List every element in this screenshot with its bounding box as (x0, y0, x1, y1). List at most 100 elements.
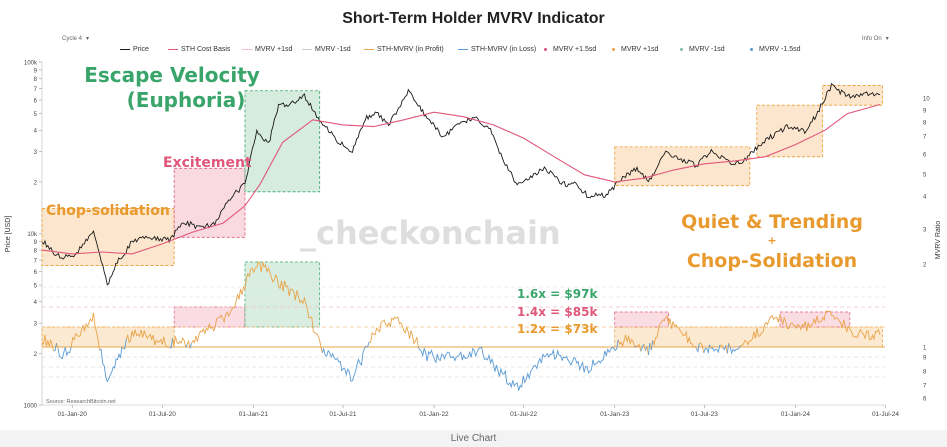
legend-label: MVRV +1sd (621, 46, 659, 53)
level-label-1-6x: 1.6x = $97k (517, 287, 598, 301)
legend-label: STH-MVRV (in Loss) (471, 46, 537, 53)
y2-tick-label: 9 (923, 109, 927, 115)
y-tick-label: 100k (24, 61, 38, 67)
legend-label: Price (133, 46, 149, 53)
live-chart-label[interactable]: Live Chart (450, 433, 497, 444)
legend-label: MVRV +1.5sd (553, 46, 597, 53)
cycle-select-value: Cycle 4 (62, 36, 83, 42)
y-tick-label: 9 (34, 240, 38, 246)
y-tick-label: 9 (34, 68, 38, 74)
sth-mvrv-loss-line (321, 345, 367, 382)
level-label-1-2x: 1.2x = $73k (517, 322, 598, 336)
sth-mvrv-loss-line (185, 344, 188, 348)
legend-item[interactable]: MVRV -1.5sd (750, 46, 801, 53)
sth-mvrv-profit-line (41, 334, 55, 352)
sth-mvrv-loss-line (367, 341, 370, 348)
x-tick-label: 01-Jul-20 (149, 411, 176, 418)
legend-item[interactable]: MVRV +1sd (612, 46, 658, 53)
legend-item[interactable]: STH Cost Basis (168, 46, 230, 53)
sth-mvrv-loss-line (703, 344, 711, 355)
x-tick-label: 01-Jan-24 (781, 411, 811, 418)
sth-mvrv-loss-line (650, 340, 654, 351)
x-tick-label: 01-Jul-22 (510, 411, 537, 418)
y-tick-label: 2 (34, 352, 38, 358)
legend-item[interactable]: MVRV -1sd (680, 46, 725, 53)
sth-mvrv-loss-line (647, 343, 651, 356)
regime-band (756, 104, 824, 158)
regime-band (173, 167, 246, 238)
sth-mvrv-profit-line (652, 314, 697, 349)
y-tick-label: 6 (34, 270, 38, 276)
legend-swatch (458, 48, 468, 50)
legend-item[interactable]: MVRV -1sd (302, 46, 351, 53)
y-tick-label: 4 (34, 129, 38, 135)
mvrv-chart: 10002345678910k23456789100k4567891023678… (5, 61, 942, 419)
y-tick-label: 1000 (24, 404, 38, 410)
x-tick-label: 01-Jan-21 (239, 411, 269, 418)
regime-band (244, 90, 321, 193)
y2-tick-label: 9 (923, 356, 927, 362)
y2-tick-label: 7 (923, 384, 927, 390)
y-tick-label: 6 (34, 99, 38, 105)
x-tick-label: 01-Jan-22 (419, 411, 449, 418)
y2-tick-label: 10 (923, 97, 930, 103)
sth-mvrv-profit-line (636, 343, 642, 352)
y-tick-label: 10k (27, 232, 38, 238)
legend-item[interactable]: MVRV +1sd (242, 46, 292, 53)
legend-label: STH Cost Basis (181, 46, 231, 53)
sth-mvrv-profit-line (172, 336, 187, 348)
y-axis-title: Price [USD] (5, 216, 12, 253)
info-toggle-value: Info On (862, 36, 882, 42)
sth-mvrv-loss-line (729, 345, 741, 355)
legend-swatch (544, 47, 547, 51)
legend-label: MVRV +1sd (255, 46, 293, 53)
sth-mvrv-profit-line (740, 310, 881, 347)
y-tick-label: 8 (34, 249, 38, 255)
sth-mvrv-loss-line (417, 339, 619, 391)
y-tick-label: 7 (34, 259, 38, 265)
watermark: _checkonchain (300, 214, 561, 252)
info-toggle[interactable]: Info On ▾ (862, 35, 889, 42)
sth-mvrv-loss-line (634, 345, 637, 348)
y-tick-label: 3 (34, 150, 38, 156)
legend-item[interactable]: STH-MVRV (in Profit) (364, 46, 444, 53)
footer-bar: Live Chart (0, 430, 947, 447)
level-label-1-4x: 1.4x = $85k (517, 305, 598, 319)
y2-tick-label: 8 (923, 121, 927, 127)
y2-tick-label: 1 (923, 346, 927, 352)
y2-tick-label: 3 (923, 228, 927, 234)
annotation-plus: + (767, 234, 776, 247)
legend-swatch (612, 47, 615, 51)
y-tick-label: 5 (34, 284, 38, 290)
legend-swatch (680, 47, 683, 51)
y-tick-label: 4 (34, 300, 38, 306)
sth-mvrv-loss-line (722, 345, 727, 351)
y2-tick-label: 2 (923, 263, 927, 269)
y2-tick-label: 5 (923, 173, 927, 179)
sth-mvrv-profit-line (70, 312, 101, 351)
annotation-excitement: Excitement (163, 155, 252, 171)
annotation-chop-solidation-2: Chop-Solidation (687, 250, 857, 272)
sth-mvrv-loss-line (710, 344, 721, 354)
sth-mvrv-profit-line (368, 316, 419, 348)
legend-swatch (302, 48, 312, 50)
x-tick-label: 01-Jan-23 (600, 411, 630, 418)
legend-item[interactable]: Price (120, 46, 149, 53)
sth-mvrv-profit-line (643, 344, 646, 351)
legend-item[interactable]: MVRV +1.5sd (544, 46, 596, 53)
annotation-chop-solidation: Chop-solidation (46, 203, 170, 219)
legend-label: MVRV -1sd (689, 46, 725, 53)
x-tick-label: 01-Jul-24 (872, 411, 899, 418)
sth-mvrv-loss-line (696, 343, 700, 353)
legend-label: MVRV -1.5sd (759, 46, 801, 53)
y2-tick-label: 8 (923, 370, 927, 376)
legend-item[interactable]: STH-MVRV (in Loss) (458, 46, 536, 53)
y2-tick-label: 7 (923, 135, 927, 141)
sth-mvrv-profit-line (186, 339, 191, 349)
sth-mvrv-loss-line (640, 344, 645, 352)
y2-axis-title: MVRV Ratio (935, 221, 942, 259)
annotation-euphoria: (Euphoria) (127, 88, 246, 112)
legend-label: STH-MVRV (in Profit) (377, 46, 444, 53)
cycle-select[interactable]: Cycle 4 ▾ (62, 35, 89, 42)
y-tick-label: 3 (34, 322, 38, 328)
